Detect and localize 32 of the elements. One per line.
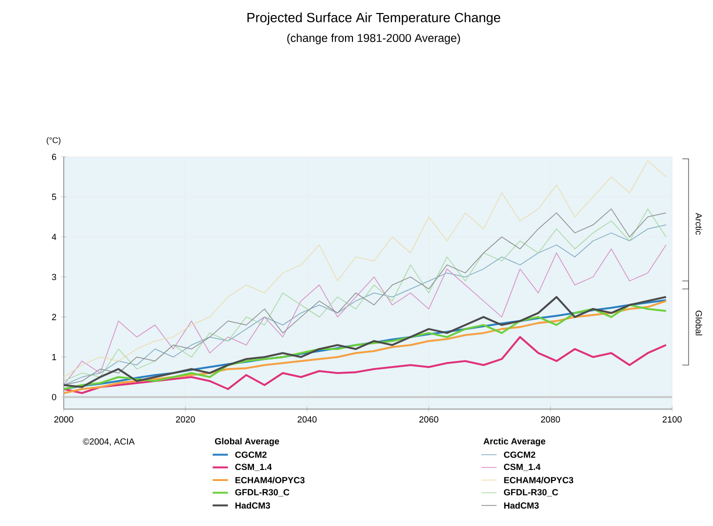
x-tick-label: 2000 xyxy=(54,416,74,423)
text: Global xyxy=(696,310,702,336)
x-tick-label: 2060 xyxy=(419,416,438,423)
chart-title: Projected Surface Air Temperature Change xyxy=(247,12,500,26)
y-tick-label: 2 xyxy=(52,314,56,320)
legend-label: CGCM2 xyxy=(235,452,267,458)
text: Global Average xyxy=(214,438,280,446)
y-tick-label: 4 xyxy=(52,234,56,240)
y-tick-label: 6 xyxy=(52,154,56,160)
legend-label: GFDL-R30_C xyxy=(235,489,290,497)
text: Arctic Average xyxy=(484,438,546,446)
legend-label: ECHAM4/OPYC3 xyxy=(504,476,574,484)
legend-label: HadCM3 xyxy=(235,502,270,509)
y-tick-label: 5 xyxy=(52,194,56,200)
y-tick-label: 1 xyxy=(52,354,56,360)
chart-subtitle: (change from 1981-2000 Average) xyxy=(287,34,460,44)
y-tick-label: 3 xyxy=(52,274,56,280)
y-tick-label: 0 xyxy=(52,394,56,400)
legend-label: GFDL-R30_C xyxy=(504,489,558,497)
text: Arctic xyxy=(696,212,702,235)
legend-label: CGCM2 xyxy=(504,452,536,458)
x-tick-label: 2040 xyxy=(298,416,317,423)
legend-label: CSM_1.4 xyxy=(504,464,541,472)
x-tick-label: 2020 xyxy=(176,416,195,423)
legend-label: CSM_1.4 xyxy=(235,464,272,472)
y-axis-title: (°C) xyxy=(46,137,60,145)
text: ©2004, ACIA xyxy=(82,438,135,446)
legend-label: ECHAM4/OPYC3 xyxy=(235,476,305,484)
x-tick-label: 2080 xyxy=(541,416,560,423)
line-series xyxy=(62,336,667,394)
x-tick-label: 2100 xyxy=(662,416,682,423)
legend-label: HadCM3 xyxy=(504,502,539,509)
